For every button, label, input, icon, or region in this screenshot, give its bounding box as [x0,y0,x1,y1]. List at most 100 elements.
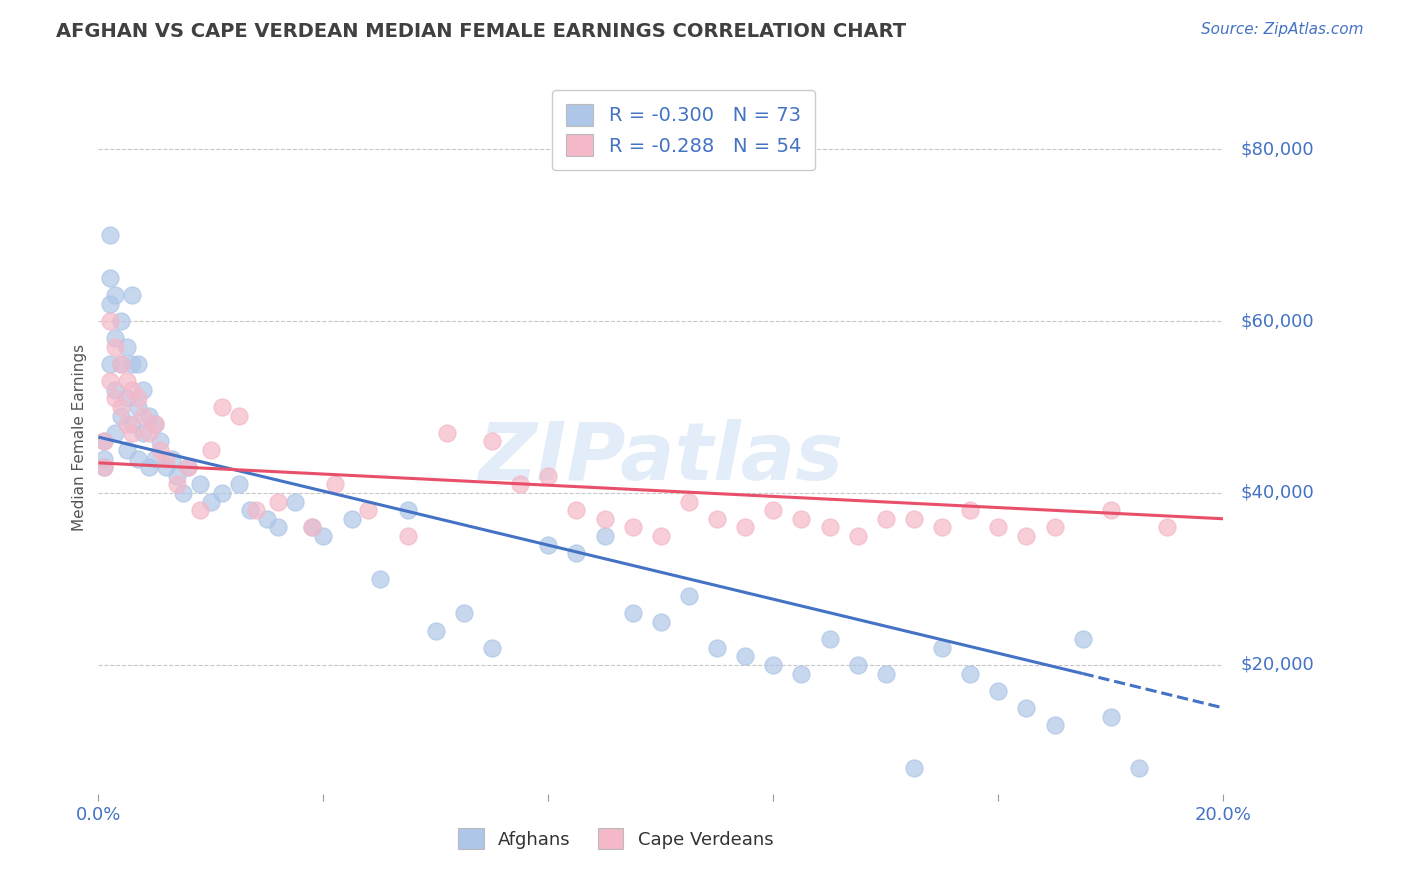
Point [93,451,115,466]
Point [98,297,121,311]
Point [93,460,115,475]
Point [267,520,290,534]
Text: $60,000: $60,000 [1240,312,1313,330]
Point [678,494,700,508]
Point [312,529,335,543]
Point [160,451,183,466]
Point [127,357,149,371]
Text: AFGHAN VS CAPE VERDEAN MEDIAN FEMALE EARNINGS CORRELATION CHART: AFGHAN VS CAPE VERDEAN MEDIAN FEMALE EAR… [56,22,907,41]
Point [959,666,981,681]
Point [284,494,307,508]
Point [121,383,143,397]
Point [155,460,177,475]
Point [1043,520,1066,534]
Point [98,374,121,388]
Point [138,460,160,475]
Point [166,468,188,483]
Point [143,451,166,466]
Point [93,434,115,449]
Point [115,374,138,388]
Point [98,227,121,242]
Point [121,357,143,371]
Point [323,477,346,491]
Point [110,357,132,371]
Point [115,442,138,457]
Point [1099,709,1122,723]
Point [593,529,616,543]
Point [93,460,115,475]
Point [734,520,756,534]
Point [115,417,138,432]
Point [110,357,132,371]
Point [138,409,160,423]
Point [138,425,160,440]
Point [1099,503,1122,517]
Point [903,761,925,775]
Point [149,442,172,457]
Point [121,288,143,302]
Point [98,271,121,285]
Point [846,657,869,672]
Point [177,460,200,475]
Point [396,529,419,543]
Point [228,409,250,423]
Point [650,529,672,543]
Point [1128,761,1150,775]
Point [177,460,200,475]
Point [790,666,813,681]
Point [98,357,121,371]
Point [267,494,290,508]
Point [104,392,127,406]
Point [256,512,278,526]
Point [1043,718,1066,732]
Point [245,503,267,517]
Point [368,572,391,586]
Point [650,615,672,629]
Point [621,607,644,621]
Point [340,512,363,526]
Point [143,417,166,432]
Point [425,624,447,638]
Point [93,434,115,449]
Point [959,503,981,517]
Point [565,546,588,560]
Point [104,340,127,354]
Point [481,640,503,655]
Point [110,409,132,423]
Point [149,434,172,449]
Point [762,657,785,672]
Point [301,520,323,534]
Point [166,477,188,491]
Point [678,589,700,603]
Point [115,340,138,354]
Point [110,400,132,414]
Point [200,442,222,457]
Y-axis label: Median Female Earnings: Median Female Earnings [72,343,87,531]
Point [127,400,149,414]
Point [593,512,616,526]
Point [200,494,222,508]
Point [818,632,841,647]
Point [1015,529,1038,543]
Point [537,537,560,551]
Point [121,417,143,432]
Point [565,503,588,517]
Point [104,383,127,397]
Point [537,468,560,483]
Point [987,520,1010,534]
Point [188,503,211,517]
Point [110,314,132,328]
Point [875,666,897,681]
Point [509,477,531,491]
Point [132,425,155,440]
Point [706,512,728,526]
Point [104,425,127,440]
Point [211,400,233,414]
Point [734,649,756,664]
Point [846,529,869,543]
Point [762,503,785,517]
Point [818,520,841,534]
Point [132,409,155,423]
Point [155,451,177,466]
Point [301,520,323,534]
